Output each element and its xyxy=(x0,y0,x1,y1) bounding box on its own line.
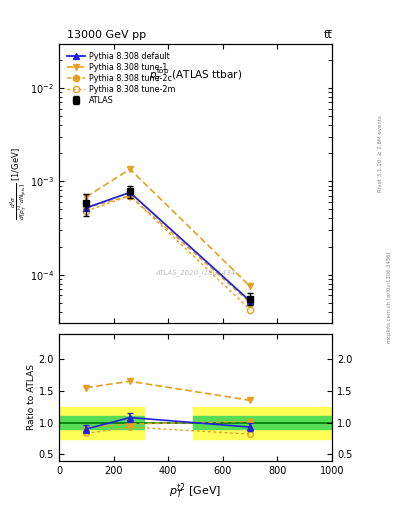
Line: Pythia 8.308 tune-1: Pythia 8.308 tune-1 xyxy=(83,166,253,289)
Text: mcplots.cern.ch [arXiv:1306.3436]: mcplots.cern.ch [arXiv:1306.3436] xyxy=(387,251,391,343)
Pythia 8.308 tune-2c xyxy=(128,193,132,199)
Pythia 8.308 default xyxy=(128,189,132,196)
Pythia 8.308 tune-1 xyxy=(128,166,132,172)
Pythia 8.308 tune-1 xyxy=(84,194,89,200)
X-axis label: $p_T^{t2}$ [GeV]: $p_T^{t2}$ [GeV] xyxy=(169,481,222,501)
Bar xyxy=(59,416,143,429)
Legend: Pythia 8.308 default, Pythia 8.308 tune-1, Pythia 8.308 tune-2c, Pythia 8.308 tu: Pythia 8.308 default, Pythia 8.308 tune-… xyxy=(66,50,177,106)
Y-axis label: Ratio to ATLAS: Ratio to ATLAS xyxy=(27,364,36,430)
Text: $p_T^\mathrm{top}$ (ATLAS ttbar): $p_T^\mathrm{top}$ (ATLAS ttbar) xyxy=(149,66,242,84)
Bar xyxy=(59,407,143,439)
Text: 13000 GeV pp: 13000 GeV pp xyxy=(67,30,146,40)
Pythia 8.308 tune-2m xyxy=(128,193,132,199)
Text: Rivet 3.1.10; ≥ 2.8M events: Rivet 3.1.10; ≥ 2.8M events xyxy=(378,115,383,192)
Pythia 8.308 tune-1 xyxy=(248,283,253,289)
Y-axis label: $\frac{d^2\sigma}{d\,[p_T^{t2}\!\cdot\! dN_\mathrm{jets}]}$ [1/GeV]: $\frac{d^2\sigma}{d\,[p_T^{t2}\!\cdot\! … xyxy=(8,147,29,220)
Line: Pythia 8.308 default: Pythia 8.308 default xyxy=(83,189,253,304)
Bar xyxy=(193,407,332,439)
Pythia 8.308 tune-2c xyxy=(248,300,253,306)
Pythia 8.308 tune-2m xyxy=(248,307,253,313)
Pythia 8.308 tune-2m xyxy=(84,208,89,214)
Pythia 8.308 tune-2c xyxy=(84,205,89,211)
Text: ATLAS_2020_I1801434: ATLAS_2020_I1801434 xyxy=(155,270,236,276)
Line: Pythia 8.308 tune-2m: Pythia 8.308 tune-2m xyxy=(83,193,253,313)
Pythia 8.308 default xyxy=(248,298,253,304)
Line: Pythia 8.308 tune-2c: Pythia 8.308 tune-2c xyxy=(83,193,253,306)
Pythia 8.308 default xyxy=(84,205,89,211)
Text: tt̅: tt̅ xyxy=(323,30,332,40)
Bar xyxy=(193,416,332,429)
